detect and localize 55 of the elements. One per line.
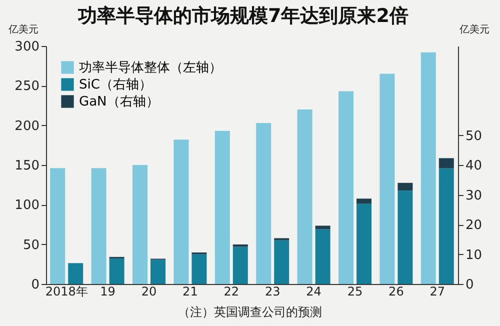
bar bbox=[68, 263, 84, 284]
legend-label: 功率半导体整体（左轴） bbox=[79, 60, 222, 76]
chart-title: 功率半导体的市场规模7年达到原来2倍 bbox=[77, 5, 408, 27]
bar bbox=[91, 168, 106, 284]
bar bbox=[380, 74, 395, 284]
bar bbox=[150, 260, 166, 284]
y-tick-label: 300 bbox=[14, 40, 40, 54]
bar bbox=[338, 91, 354, 284]
x-tick-label: 22 bbox=[224, 284, 240, 298]
bar bbox=[256, 122, 272, 284]
y2-tick-label: 50 bbox=[466, 128, 482, 144]
y2-tick-label: 40 bbox=[466, 158, 482, 174]
bar bbox=[315, 229, 330, 284]
bar bbox=[297, 109, 312, 284]
text: （注）英国调查公司的预测 bbox=[177, 304, 323, 321]
bar bbox=[398, 182, 413, 191]
bar bbox=[356, 204, 372, 284]
legend-label: SiC（右轴） bbox=[79, 78, 152, 92]
x-tick-label: 20 bbox=[141, 284, 157, 298]
bar bbox=[192, 254, 207, 284]
bar bbox=[174, 140, 189, 284]
bar bbox=[50, 168, 66, 284]
y2-tick-label: 0 bbox=[466, 278, 474, 292]
y2-tick-label: 10 bbox=[466, 248, 482, 263]
bar bbox=[232, 246, 248, 284]
y-axis-title: 亿美元 bbox=[8, 24, 38, 36]
y-tick-label: 250 bbox=[14, 79, 40, 94]
x-tick-label: 26 bbox=[388, 284, 404, 298]
y2-axis-title: 亿美元 bbox=[458, 24, 490, 36]
bar bbox=[232, 244, 248, 247]
bar bbox=[109, 258, 124, 284]
y-tick-label: 50 bbox=[22, 238, 40, 253]
bar bbox=[315, 226, 330, 230]
y-tick-label: 150 bbox=[14, 158, 40, 174]
bar bbox=[132, 165, 148, 284]
x-tick-label: 19 bbox=[100, 284, 116, 298]
y2-tick-label: 30 bbox=[466, 188, 482, 204]
bar bbox=[274, 240, 290, 284]
bar bbox=[420, 52, 436, 284]
y-tick-label: 0 bbox=[31, 278, 40, 292]
bar bbox=[438, 158, 454, 168]
bar bbox=[438, 168, 454, 284]
bar bbox=[398, 190, 413, 284]
x-tick-label: 25 bbox=[347, 284, 363, 298]
y2-tick-label: 20 bbox=[466, 218, 482, 233]
x-tick-label: 23 bbox=[264, 284, 280, 298]
x-tick-label: 27 bbox=[430, 284, 446, 298]
x-tick-label: 24 bbox=[306, 284, 322, 298]
y-tick-label: 100 bbox=[14, 198, 40, 214]
x-tick-label: 21 bbox=[182, 284, 198, 298]
bar bbox=[214, 130, 230, 284]
legend-label: GaN（右轴） bbox=[79, 94, 159, 110]
bar bbox=[356, 198, 372, 204]
x-tick-label: 2018年 bbox=[45, 284, 88, 298]
y-tick-label: 200 bbox=[14, 118, 40, 134]
